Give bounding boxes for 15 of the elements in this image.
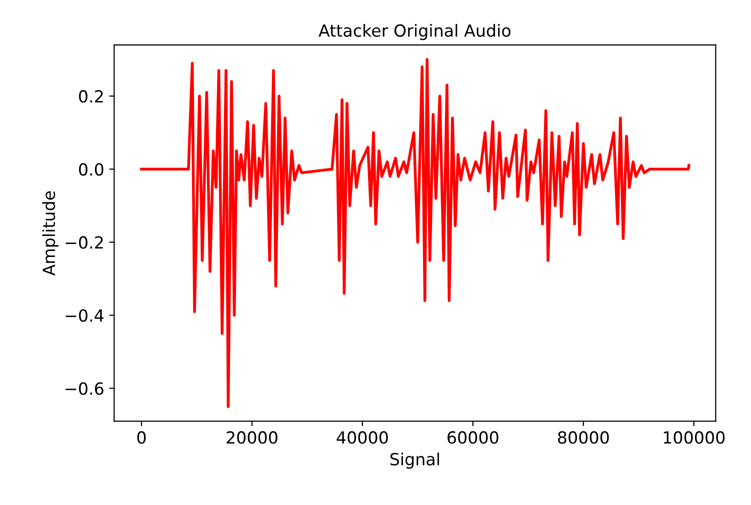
x-tick-label: 20000 — [226, 431, 278, 444]
y-tick-label: −0.2 — [66, 236, 103, 249]
x-tick-label: 60000 — [448, 431, 498, 444]
y-axis-title: Amplitude — [42, 191, 58, 276]
y-tick-label: 0.0 — [79, 163, 104, 176]
y-tick-label: −0.4 — [66, 309, 104, 322]
chart-title: Attacker Original Audio — [318, 24, 510, 40]
x-tick-label: 100000 — [664, 431, 725, 444]
x-tick-label: 0 — [137, 431, 146, 444]
y-tick-label: −0.6 — [66, 382, 104, 395]
x-axis-title: Signal — [390, 452, 439, 469]
y-tick-label: 0.2 — [79, 90, 103, 103]
x-tick-label: 40000 — [336, 431, 388, 444]
x-tick-label: 80000 — [558, 431, 609, 444]
line-series — [140, 58, 690, 408]
